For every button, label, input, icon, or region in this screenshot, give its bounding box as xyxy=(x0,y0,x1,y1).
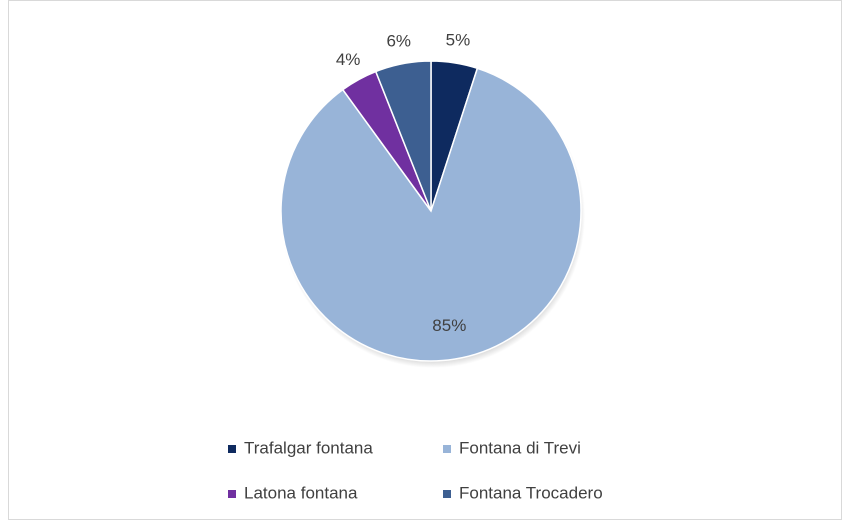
legend-label: Fontana di Trevi xyxy=(459,438,581,457)
legend-label: Fontana Trocadero xyxy=(459,483,603,502)
pie-slice xyxy=(374,60,432,212)
legend-marker xyxy=(443,490,451,498)
legend-marker xyxy=(228,445,236,453)
legend-label: Latona fontana xyxy=(244,483,358,502)
legend-marker xyxy=(443,445,451,453)
data-label: 6% xyxy=(386,32,411,51)
legend-label: Trafalgar fontana xyxy=(244,438,373,457)
pie-slice xyxy=(280,67,582,362)
data-label: 4% xyxy=(336,50,361,69)
data-label: 85% xyxy=(432,316,466,335)
data-label: 5% xyxy=(446,31,471,50)
legend-marker xyxy=(228,490,236,498)
